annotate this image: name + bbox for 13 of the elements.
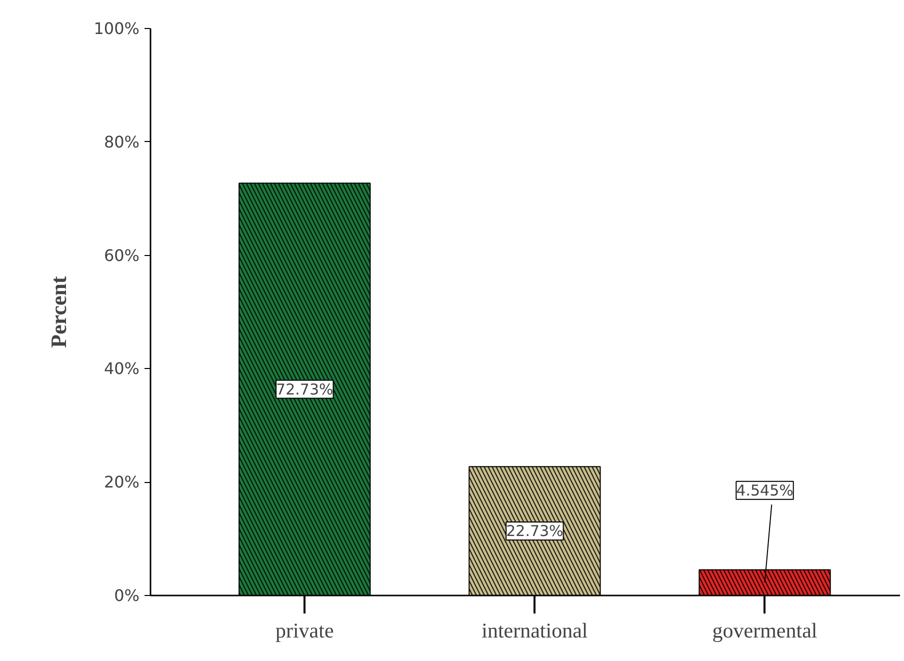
y-axis-title: Percent — [46, 275, 71, 348]
data-label: 22.73% — [506, 522, 564, 540]
x-tick-label: private — [275, 618, 334, 642]
x-tick-label: govermental — [712, 618, 818, 642]
y-tick-label: 100% — [94, 19, 140, 38]
y-tick-label: 20% — [104, 472, 140, 492]
y-tick-label: 0% — [114, 586, 140, 605]
data-label: 4.545% — [736, 481, 794, 500]
data-label: 72.73% — [276, 380, 334, 398]
y-tick-label: 60% — [104, 246, 140, 265]
y-tick-label: 40% — [104, 359, 140, 378]
x-tick-label: international — [482, 618, 588, 642]
y-tick-label: 80% — [104, 132, 140, 152]
